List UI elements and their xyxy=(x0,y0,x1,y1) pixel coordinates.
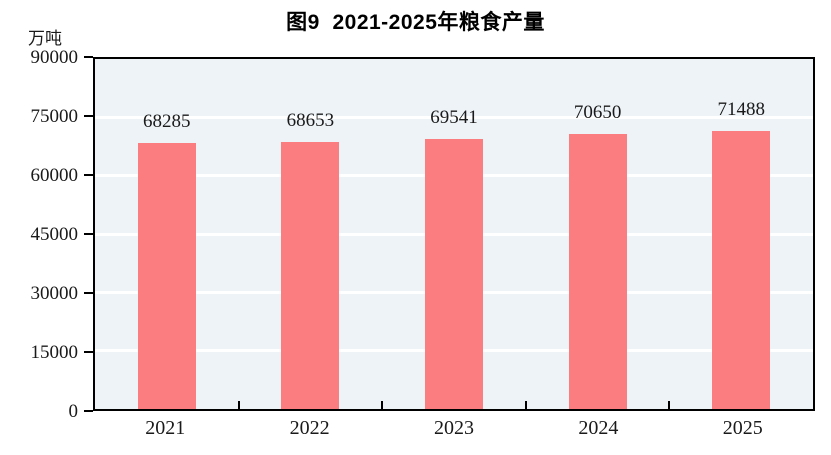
bar-value-label: 68285 xyxy=(143,111,191,133)
x-tick-mark xyxy=(381,401,384,409)
chart-title: 图9 2021-2025年粮食产量 xyxy=(286,11,545,34)
bar-value-label: 70650 xyxy=(573,102,622,124)
x-tick-mark xyxy=(524,401,527,409)
gridline xyxy=(95,115,813,119)
x-tick-label: 2024 xyxy=(578,417,619,439)
x-tick-mark xyxy=(237,401,240,409)
y-tick-mark xyxy=(84,410,93,412)
x-tick-mark xyxy=(668,401,671,409)
y-tick-label: 60000 xyxy=(30,164,79,186)
y-tick-mark xyxy=(84,174,93,176)
bar-2023 xyxy=(425,138,483,409)
y-tick-label: 90000 xyxy=(30,47,79,68)
y-tick-label: 30000 xyxy=(30,282,79,304)
y-tick-mark xyxy=(84,115,93,117)
bar-value-label: 68653 xyxy=(286,110,335,132)
y-tick-mark xyxy=(84,233,93,235)
y-tick-label: 75000 xyxy=(30,105,79,127)
x-tick-label: 2022 xyxy=(289,417,330,439)
y-tick-mark xyxy=(84,351,93,353)
y-tick-mark xyxy=(84,292,93,294)
bar-2024 xyxy=(568,134,627,409)
plot-inner: 68285 68653 69541 70650 71488 xyxy=(95,59,813,409)
x-tick-label: 2021 xyxy=(145,417,186,439)
bar-2025 xyxy=(712,131,771,409)
bar-2021 xyxy=(137,143,196,409)
plot-area: 68285 68653 69541 70650 71488 xyxy=(93,57,815,411)
x-axis-tick-labels: 2021 2022 2023 2024 2025 xyxy=(93,417,815,443)
bar-2022 xyxy=(281,142,340,409)
y-axis-tick-labels: 0 15000 30000 45000 60000 75000 90000 xyxy=(0,48,84,421)
y-tick-label: 45000 xyxy=(30,224,79,245)
x-tick-label: 2025 xyxy=(722,417,763,439)
y-tick-mark xyxy=(84,56,93,58)
y-axis-unit-label: 万吨 xyxy=(28,29,62,48)
y-tick-label: 0 xyxy=(68,401,79,422)
x-tick-label: 2023 xyxy=(433,417,474,439)
bar-value-label: 69541 xyxy=(430,106,478,128)
bar-value-label: 71488 xyxy=(717,99,765,120)
y-tick-label: 15000 xyxy=(30,342,79,363)
